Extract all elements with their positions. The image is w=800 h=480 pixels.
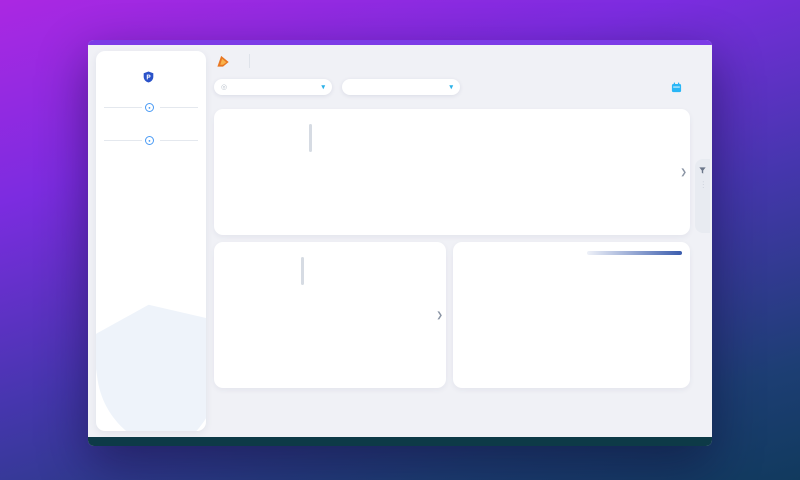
sidebar: ● ● [96,51,206,431]
chevron-right-icon[interactable]: ❯ [680,167,687,177]
on-day-by-state-card [453,242,690,388]
service-level-select[interactable]: ▾ [342,79,460,95]
main-content: ◎ ▾ ▾ [214,49,690,388]
window-top-accent [88,40,712,45]
header-divider [249,54,250,68]
ellipsis-icon: ··· [699,181,706,189]
optum-logo [216,54,235,69]
optum-flame-icon [217,55,229,67]
us-choropleth-map [465,259,679,363]
lowlights-header: ● [104,136,198,145]
calendar-icon [671,82,682,92]
lowlights-icon: ● [145,136,154,145]
location-pin-icon: ◎ [221,84,228,91]
overall-line-chart [314,121,680,221]
dow-bar-chart [306,254,440,374]
map-color-scale [587,250,682,255]
parcelshield-shield-icon [143,71,153,83]
chevron-down-icon: ▾ [449,84,453,91]
chevron-right-icon[interactable]: ❯ [436,310,443,320]
filter-row: ◎ ▾ ▾ [214,75,690,99]
header-row [214,49,690,73]
day-of-week-card: ❯ [214,242,446,388]
dow-legend [222,254,306,374]
ship-location-select[interactable]: ◎ ▾ [214,79,332,95]
period-tabs [671,82,690,93]
window-bottom-bar [88,437,712,446]
funnel-icon [699,167,706,174]
parcelshield-logo [96,71,206,83]
app-window: ● ● ◎ [88,40,712,446]
legend-scrollbar[interactable] [308,124,312,152]
overall-legend [224,121,314,221]
scale-gradient-bar [587,251,682,255]
overall-performance-card: ❯ [214,109,690,235]
right-rail: ··· [692,51,712,431]
filters-tab[interactable]: ··· [695,159,710,233]
chevron-down-icon: ▾ [321,84,325,91]
shield-watermark-icon [96,304,206,431]
highlights-icon: ● [145,103,154,112]
legend-scrollbar[interactable] [301,257,304,285]
bottom-row: ❯ [214,242,690,388]
highlights-header: ● [104,103,198,112]
